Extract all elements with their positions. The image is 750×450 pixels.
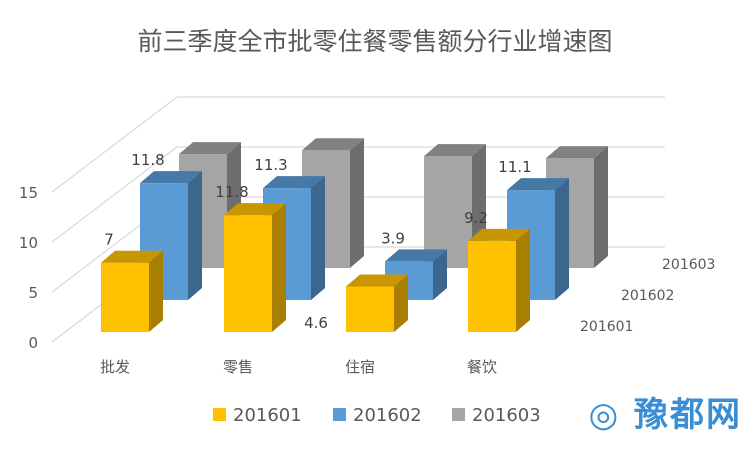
bar-top-201601 — [346, 274, 408, 287]
bar-top-201603 — [302, 138, 364, 151]
bar-side-201601 — [516, 228, 530, 332]
y-tick-label: 5 — [28, 284, 38, 302]
legend-label: 201601 — [233, 405, 302, 426]
category-label: 住宿 — [345, 358, 375, 376]
data-label: 9.2 — [464, 209, 488, 227]
data-label: 11.3 — [254, 156, 287, 174]
bar-top-201601 — [224, 203, 286, 216]
bar-top-201602 — [263, 176, 325, 189]
bar-top-201603 — [179, 142, 241, 155]
legend-swatch — [452, 408, 465, 421]
bar-side-201602 — [555, 178, 569, 300]
legend-swatch — [333, 408, 346, 421]
bar-side-201601 — [394, 274, 408, 332]
watermark-logo: ◎ 豫都网 — [588, 395, 742, 435]
y-tick-label: 0 — [28, 334, 38, 352]
bar-top-201603 — [546, 146, 608, 159]
bar-top-201602 — [140, 171, 202, 184]
bar-top-201603 — [424, 144, 486, 157]
category-label: 餐饮 — [467, 358, 497, 376]
bar-side-201603 — [594, 146, 608, 268]
chart-title: 前三季度全市批零住餐零售额分行业增速图 — [137, 27, 613, 56]
bar-side-201602 — [311, 176, 325, 300]
depth-axis-label: 201602 — [621, 288, 674, 304]
data-label: 11.1 — [498, 158, 531, 176]
bar-top-201602 — [507, 178, 569, 191]
data-label: 4.6 — [304, 314, 328, 332]
bar-top-201602 — [385, 249, 447, 262]
bar-front-201601 — [224, 215, 272, 332]
bar-side-201602 — [188, 171, 202, 300]
bar-side-201602 — [433, 249, 447, 300]
bar-front-201601 — [468, 240, 516, 332]
legend-label: 201603 — [472, 405, 541, 426]
legend-label: 201602 — [353, 405, 422, 426]
gridline-side — [51, 96, 178, 193]
category-label: 零售 — [223, 358, 253, 376]
category-label: 批发 — [100, 358, 130, 376]
bar-side-201603 — [350, 138, 364, 268]
gridline-side — [51, 146, 178, 243]
bar-front-201601 — [101, 262, 149, 332]
depth-axis-label: 201601 — [580, 319, 633, 335]
depth-axis-label: 201603 — [662, 257, 715, 273]
bar-front-201603 — [424, 156, 472, 268]
bar-side-201601 — [149, 250, 163, 332]
bar-side-201601 — [272, 203, 286, 332]
data-label: 7 — [104, 231, 114, 249]
y-tick-label: 15 — [19, 184, 38, 202]
bar-front-201601 — [346, 286, 394, 332]
data-label: 3.9 — [381, 229, 405, 247]
bar-top-201601 — [101, 250, 163, 263]
legend-swatch — [213, 408, 226, 421]
y-tick-label: 10 — [19, 234, 38, 252]
data-label: 11.8 — [215, 183, 248, 201]
data-label: 11.8 — [131, 151, 164, 169]
bar-top-201601 — [468, 228, 530, 241]
